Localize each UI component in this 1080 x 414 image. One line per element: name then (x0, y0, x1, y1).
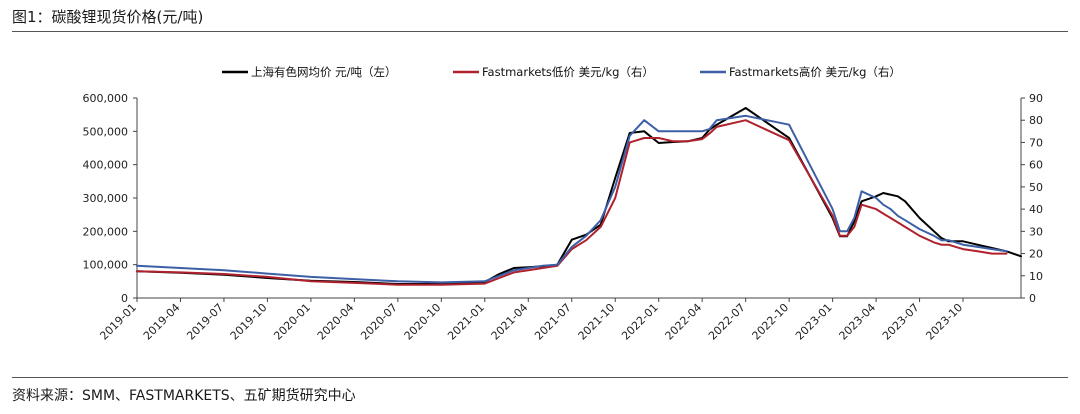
x-tick-label: 2022-10 (750, 301, 792, 343)
figure-title: 图1：碳酸锂现货价格(元/吨) (12, 8, 204, 26)
left-y-tick-label: 400,000 (83, 159, 129, 172)
source-note: 资料来源：SMM、FASTMARKETS、五矿期货研究中心 (12, 388, 356, 404)
left-y-tick-label: 100,000 (83, 259, 129, 272)
left-y-tick-label: 500,000 (83, 125, 129, 138)
x-tick-label: 2019-07 (184, 301, 226, 343)
x-tick-label: 2020-04 (315, 301, 357, 343)
x-tick-label: 2019-04 (141, 301, 183, 343)
legend-label-1: 上海有色网均价 元/吨（左） (251, 65, 397, 79)
series-line-1 (136, 107, 1022, 285)
chart-legend: 上海有色网均价 元/吨（左） Fastmarkets低价 美元/kg（右） Fast… (222, 65, 901, 79)
x-tick-label: 2023-10 (923, 301, 965, 343)
right-y-tick-label: 20 (1029, 248, 1043, 261)
right-y-tick-label: 30 (1029, 225, 1043, 238)
x-tick-label: 2021-01 (445, 301, 487, 343)
x-tick-label: 2021-04 (489, 301, 531, 343)
right-y-tick-label: 10 (1029, 270, 1043, 283)
legend-label-3: Fastmarkets高价 美元/kg（右） (729, 65, 901, 79)
x-tick-label: 2020-10 (402, 301, 444, 343)
x-tick-label: 2021-10 (576, 301, 618, 343)
x-tick-label: 2023-07 (880, 301, 922, 343)
x-tick-label: 2020-07 (358, 301, 400, 343)
x-tick-label: 2022-07 (706, 301, 748, 343)
chart-series (136, 107, 1022, 286)
left-y-tick-label: 200,000 (83, 225, 129, 238)
bottom-rule (12, 377, 1068, 378)
x-tick-label: 2021-07 (532, 301, 574, 343)
right-y-tick-label: 40 (1029, 203, 1043, 216)
right-y-tick-label: 50 (1029, 181, 1043, 194)
right-y-tick-label: 70 (1029, 136, 1043, 149)
right-y-tick-label: 90 (1029, 92, 1043, 105)
series-line-2 (136, 119, 1008, 286)
left-y-tick-label: 0 (121, 292, 128, 305)
x-tick-label: 2023-01 (793, 301, 835, 343)
series-line-3 (136, 114, 1008, 284)
right-y-tick-label: 0 (1029, 292, 1036, 305)
x-tick-label: 2022-01 (619, 301, 661, 343)
left-y-tick-label: 600,000 (83, 92, 129, 105)
top-rule (12, 31, 1068, 32)
x-tick-label: 2019-10 (228, 301, 270, 343)
legend-label-2: Fastmarkets低价 美元/kg（右） (482, 65, 654, 79)
x-tick-label: 2023-04 (837, 301, 879, 343)
x-tick-label: 2019-01 (97, 301, 139, 343)
right-y-tick-label: 80 (1029, 114, 1043, 127)
x-tick-label: 2022-04 (663, 301, 705, 343)
right-y-tick-label: 60 (1029, 159, 1043, 172)
x-tick-label: 2020-01 (271, 301, 313, 343)
left-y-tick-label: 300,000 (83, 192, 129, 205)
